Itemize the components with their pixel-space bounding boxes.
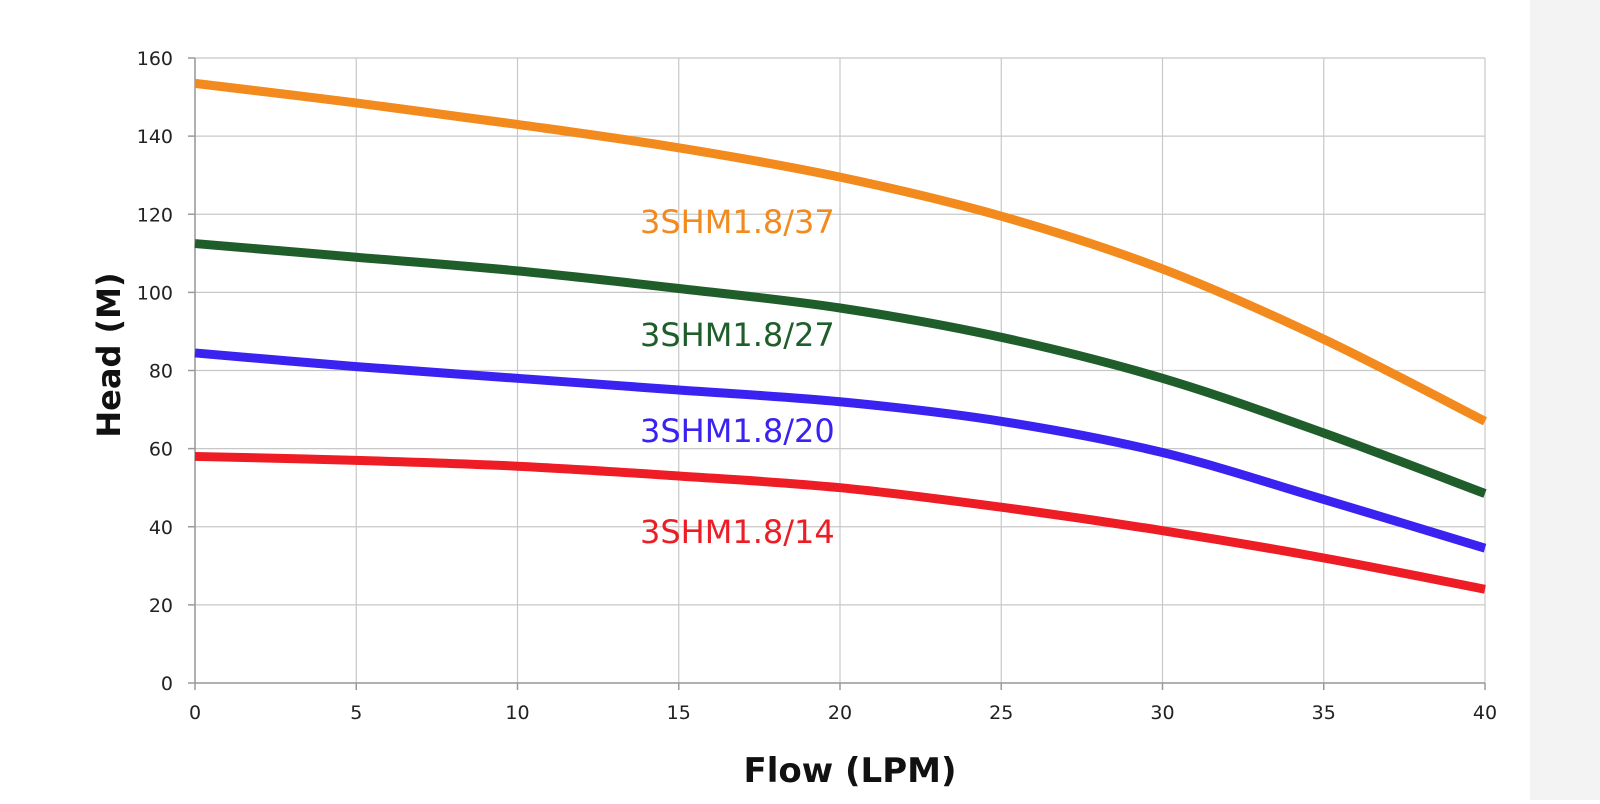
y-tick-label: 20 xyxy=(149,595,173,617)
axes xyxy=(188,57,1486,690)
x-tick-label: 20 xyxy=(828,702,852,724)
series-line-3shm1-8-27 xyxy=(194,239,1487,498)
y-tick-label: 140 xyxy=(137,126,173,148)
x-tick-label: 40 xyxy=(1473,702,1497,724)
right-margin-strip xyxy=(1530,0,1600,800)
series-label: 3SHM1.8/14 xyxy=(640,513,835,551)
x-tick-label: 15 xyxy=(667,702,691,724)
x-tick-label: 0 xyxy=(189,702,201,724)
series-line-3shm1-8-14 xyxy=(194,451,1486,594)
series-label: 3SHM1.8/37 xyxy=(640,203,835,241)
y-tick-label: 0 xyxy=(161,673,173,695)
y-axis-title: Head (M) xyxy=(90,272,128,437)
y-tick-label: 160 xyxy=(137,48,173,70)
series-label: 3SHM1.8/20 xyxy=(640,412,835,450)
y-tick-label: 100 xyxy=(137,282,173,304)
series-lines xyxy=(194,78,1488,594)
series-labels: 3SHM1.8/37 3SHM1.8/27 3SHM1.8/20 3SHM1.8/14 xyxy=(640,203,835,551)
y-tick-label: 120 xyxy=(137,204,173,226)
x-tick-label: 5 xyxy=(350,702,362,724)
x-tick-label: 35 xyxy=(1312,702,1336,724)
x-tick-label: 25 xyxy=(989,702,1013,724)
x-tick-label: 30 xyxy=(1150,702,1174,724)
series-line-3shm1-8-37 xyxy=(194,78,1488,426)
grid-lines xyxy=(194,57,1486,684)
series-label: 3SHM1.8/27 xyxy=(640,316,835,354)
y-tick-label: 80 xyxy=(149,361,173,383)
y-tick-label: 40 xyxy=(149,517,173,539)
y-tick-label: 60 xyxy=(149,439,173,461)
tick-labels: 0 5 10 15 20 25 30 35 40 0 20 40 60 80 100 120 140 160 xyxy=(137,48,1497,724)
x-tick-label: 10 xyxy=(505,702,529,724)
x-axis-title: Flow (LPM) xyxy=(744,751,957,791)
series-line-3shm1-8-20 xyxy=(194,348,1487,553)
